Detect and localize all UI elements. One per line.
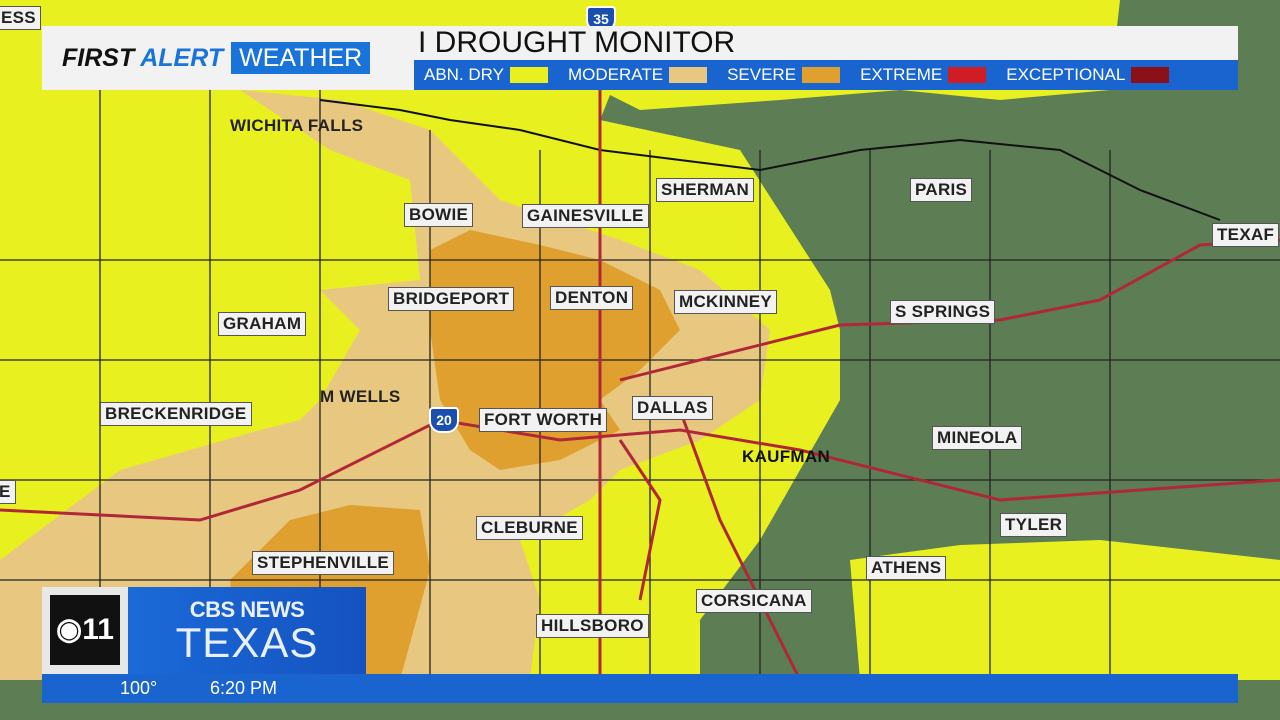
legend-swatch xyxy=(948,67,987,83)
brand-alert: ALERT xyxy=(140,43,224,72)
city-label: KAUFMAN xyxy=(742,447,831,466)
ticker-bar: 100° 6:20 PM xyxy=(42,674,1238,703)
city-label: BRIDGEPORT xyxy=(388,287,515,311)
page-title: I DROUGHT MONITOR xyxy=(414,26,1238,60)
legend-item: SEVERE xyxy=(727,65,841,85)
city-label: DENTON xyxy=(550,286,634,310)
legend-item: ABN. DRY xyxy=(424,65,548,85)
city-label: PARIS xyxy=(910,178,973,202)
city-label: CORSICANA xyxy=(696,589,812,613)
city-label: S SPRINGS xyxy=(890,300,996,324)
city-label: ATHENS xyxy=(866,556,947,580)
legend-swatch xyxy=(1131,67,1170,83)
network-name: CBS NEWS xyxy=(189,597,305,622)
legend-label: SEVERE xyxy=(727,65,797,84)
city-label-partial: TEXAF xyxy=(1212,223,1280,247)
temperature: 100° xyxy=(120,678,158,698)
region-name: TEXAS xyxy=(175,619,319,666)
city-label: WICHITA FALLS xyxy=(230,116,364,135)
legend-item: MODERATE xyxy=(568,65,708,85)
city-label: FORT WORTH xyxy=(479,408,608,432)
legend-swatch xyxy=(510,67,548,83)
cbs-news-texas-logo: CBS NEWS TEXAS xyxy=(128,587,366,674)
legend-label: MODERATE xyxy=(568,65,664,84)
city-label: BRECKENRIDGE xyxy=(100,402,252,426)
city-label: GAINESVILLE xyxy=(522,204,649,228)
drought-legend: ABN. DRY MODERATE SEVERE EXTREME EXCEPTI… xyxy=(414,60,1238,90)
city-label: MINEOLA xyxy=(932,426,1023,450)
city-label: M WELLS xyxy=(320,387,401,406)
legend-label: EXTREME xyxy=(860,65,943,84)
time: 6:20 PM xyxy=(210,678,278,698)
legend-swatch xyxy=(802,67,841,83)
legend-label: ABN. DRY xyxy=(424,65,504,84)
cbs11-logo: ◉11 xyxy=(42,587,128,674)
city-label: TYLER xyxy=(1000,513,1068,537)
header-banner: FIRST ALERT WEATHER I DROUGHT MONITOR AB… xyxy=(42,26,1238,90)
cbs-eye-icon: ◉11 xyxy=(50,595,120,665)
interstate-20-shield: 20 xyxy=(429,407,459,433)
red-river xyxy=(319,99,1221,221)
legend-item: EXCEPTIONAL xyxy=(1006,65,1170,85)
legend-label: EXCEPTIONAL xyxy=(1006,65,1126,84)
city-label: SHERMAN xyxy=(656,178,755,202)
moderate-zone xyxy=(0,90,770,680)
city-label: GRAHAM xyxy=(218,312,307,336)
city-label: BOWIE xyxy=(404,203,474,227)
city-label-partial: ESS xyxy=(0,6,41,30)
city-label: DALLAS xyxy=(632,396,713,420)
abnormally-dry-zone-south xyxy=(850,540,1280,680)
first-alert-weather-brand: FIRST ALERT WEATHER xyxy=(42,26,414,90)
city-label: HILLSBORO xyxy=(536,614,649,638)
legend-item: EXTREME xyxy=(860,65,987,85)
city-label: CLEBURNE xyxy=(476,516,583,540)
brand-first: FIRST xyxy=(62,43,135,72)
city-label-partial: E xyxy=(0,480,16,504)
brand-weather: WEATHER xyxy=(231,42,371,74)
city-label: MCKINNEY xyxy=(674,290,778,314)
city-label: STEPHENVILLE xyxy=(252,551,395,575)
legend-swatch xyxy=(669,67,708,83)
